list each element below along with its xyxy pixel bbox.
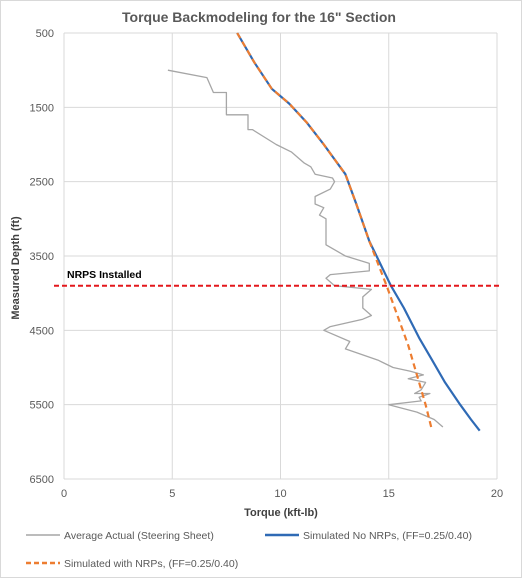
x-tick-labels: 0 5 10 15 20 — [61, 488, 503, 500]
legend-label-simulated-no-nrps: Simulated No NRPs, (FF=0.25/0.40) — [303, 530, 472, 542]
y-tick-label: 500 — [36, 28, 54, 40]
x-tick-label: 0 — [61, 488, 67, 500]
grid — [63, 32, 498, 480]
chart-title: Torque Backmodeling for the 16" Section — [122, 9, 396, 25]
y-axis-label: Measured Depth (ft) — [10, 216, 22, 320]
legend-label-average-actual: Average Actual (Steering Sheet) — [64, 530, 214, 542]
y-tick-label: 6500 — [30, 474, 54, 486]
x-tick-label: 5 — [169, 488, 175, 500]
y-tick-label: 1500 — [30, 102, 54, 114]
x-tick-label: 10 — [274, 488, 286, 500]
legend: Average Actual (Steering Sheet) Simulate… — [26, 530, 472, 570]
annotation: NRPS Installed — [54, 269, 499, 287]
nrps-installed-label: NRPS Installed — [67, 269, 142, 281]
y-tick-label: 2500 — [30, 177, 54, 189]
y-tick-label: 3500 — [30, 251, 54, 263]
y-tick-label: 5500 — [30, 400, 54, 412]
series-simulated-with-nrps — [236, 32, 434, 431]
series-average-actual — [167, 69, 444, 428]
y-tick-labels: 500 1500 2500 3500 4500 5500 6500 — [30, 28, 54, 486]
x-axis-label: Torque (kft-lb) — [244, 507, 318, 519]
x-tick-label: 15 — [383, 488, 395, 500]
series-lines — [167, 32, 481, 432]
legend-label-simulated-with-nrps: Simulated with NRPs, (FF=0.25/0.40) — [64, 558, 238, 570]
x-tick-label: 20 — [491, 488, 503, 500]
y-tick-label: 4500 — [30, 325, 54, 337]
series-simulated-no-nrps — [236, 32, 481, 432]
